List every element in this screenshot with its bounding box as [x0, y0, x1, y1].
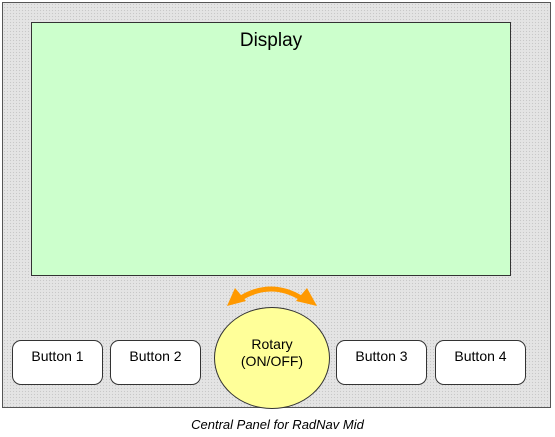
rotary-label: Rotary — [251, 336, 293, 352]
button-1[interactable]: Button 1 — [12, 340, 103, 385]
rotary-sublabel: (ON/OFF) — [240, 353, 304, 369]
button-4[interactable]: Button 4 — [435, 340, 526, 385]
double-headed-curved-arrow-icon — [227, 286, 317, 306]
central-panel: Display Button 1 Button 2 Rotary (ON/OFF… — [2, 2, 551, 409]
figure-caption: Central Panel for RadNav Mid — [191, 417, 364, 432]
display-screen: Display — [31, 22, 511, 276]
button-3[interactable]: Button 3 — [336, 340, 427, 385]
display-label: Display — [239, 30, 303, 51]
button-2[interactable]: Button 2 — [110, 340, 201, 385]
rotary-knob[interactable]: Rotary (ON/OFF) — [214, 307, 330, 409]
